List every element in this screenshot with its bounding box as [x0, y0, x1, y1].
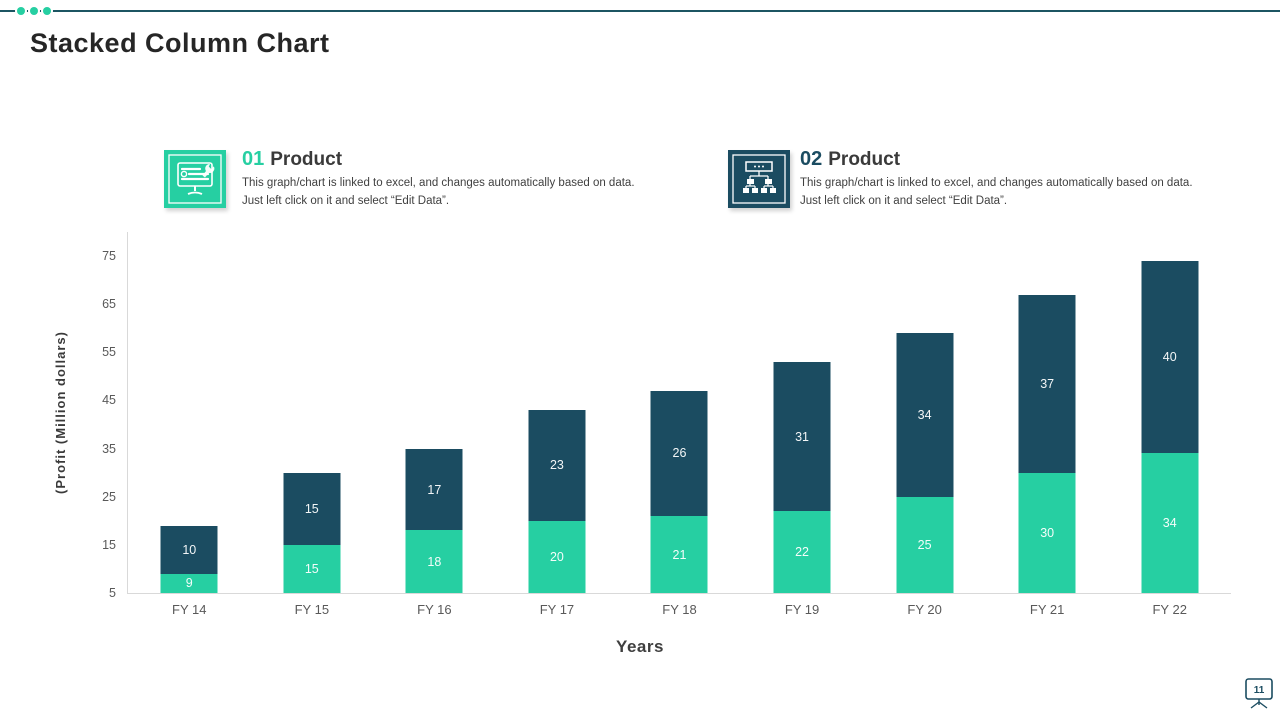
bar-value-label: 34	[917, 407, 932, 422]
bar-segment-2[interactable]: 15	[283, 472, 341, 545]
bar-segment-1[interactable]: 18	[405, 530, 463, 593]
stacked-column-chart[interactable]: 9 10 FY 14 15 15 FY 15 18 17 FY 16 20 23 FY 17 21 26 F…	[127, 232, 1231, 617]
dot-icon	[17, 7, 25, 15]
bar-column-fy-15: 15 15 FY 15	[251, 232, 374, 617]
x-tick-label: FY 20	[907, 602, 942, 617]
bar-segment-2[interactable]: 37	[1018, 294, 1076, 473]
bar-segment-2[interactable]: 17	[405, 448, 463, 531]
page-number: 11	[1254, 685, 1265, 696]
x-tick-label: FY 16	[417, 602, 452, 617]
bar-value-label: 15	[304, 561, 319, 576]
bar-segment-1[interactable]: 30	[1018, 472, 1076, 593]
legend-label: Product	[270, 149, 343, 170]
org-chart-icon	[728, 150, 790, 208]
x-tick-label: FY 17	[539, 602, 575, 617]
bar-column-fy-18: 21 26 FY 18	[618, 232, 741, 617]
bar-value-label: 15	[304, 501, 319, 516]
bar-segment-1[interactable]: 15	[283, 544, 341, 593]
legend-number: 01	[242, 148, 265, 170]
bar-segment-1[interactable]: 25	[896, 496, 954, 593]
slide-number-icon: 11	[1245, 678, 1273, 709]
bar-segment-2[interactable]: 31	[773, 361, 831, 512]
bar-column-fy-17: 20 23 FY 17	[496, 232, 619, 617]
legend-description: This graph/chart is linked to excel, and…	[242, 176, 635, 207]
bar-value-label: 23	[549, 458, 564, 473]
bar-column-fy-14: 9 10 FY 14	[128, 232, 251, 617]
bar-segment-2[interactable]: 26	[650, 390, 708, 516]
x-tick-label: FY 14	[172, 602, 207, 617]
page-title: Stacked Column Chart	[30, 28, 330, 58]
bar-segment-1[interactable]: 34	[1141, 453, 1199, 593]
legend-description: This graph/chart is linked to excel, and…	[800, 176, 1193, 207]
y-tick-label: 45	[102, 393, 116, 408]
dot-icon	[30, 7, 38, 15]
bar-value-label: 25	[917, 537, 932, 552]
x-tick-label: FY 21	[1029, 602, 1065, 617]
x-tick-label: FY 15	[294, 602, 330, 617]
bar-column-fy-16: 18 17 FY 16	[373, 232, 496, 617]
top-divider-line	[0, 10, 1280, 12]
legend-product-01: 01 Product This graph/chart is linked to …	[242, 148, 640, 211]
x-axis-title: Years	[616, 637, 664, 656]
y-tick-label: 65	[102, 297, 116, 312]
y-tick-label: 75	[102, 249, 116, 264]
bar-segment-1[interactable]: 20	[528, 520, 586, 593]
bar-segment-2[interactable]: 23	[528, 410, 586, 521]
bar-value-label: 34	[1162, 516, 1177, 531]
bar-value-label: 30	[1040, 525, 1055, 540]
x-tick-label: FY 18	[662, 602, 697, 617]
y-tick-label: 35	[102, 441, 116, 456]
y-axis-ticks: 5 15 25 35 45 55 65 75	[70, 232, 116, 600]
bar-column-fy-19: 22 31 FY 19	[741, 232, 864, 617]
bar-segment-2[interactable]: 10	[160, 525, 218, 574]
x-tick-label: FY 22	[1152, 602, 1187, 617]
monitor-wrench-icon	[164, 150, 226, 208]
bar-value-label: 26	[672, 446, 687, 461]
legend-label: Product	[828, 149, 901, 170]
bar-value-label: 18	[427, 554, 442, 569]
bar-value-label: 10	[182, 542, 197, 557]
legend-number: 02	[800, 148, 823, 170]
bar-column-fy-20: 25 34 FY 20	[863, 232, 986, 617]
bar-value-label: 17	[427, 482, 442, 497]
bar-value-label: 9	[185, 576, 193, 591]
y-tick-label: 5	[109, 586, 116, 600]
bar-segment-2[interactable]: 34	[896, 333, 954, 497]
x-tick-label: FY 19	[784, 602, 820, 617]
y-tick-label: 15	[102, 537, 116, 552]
bar-value-label: 20	[549, 549, 564, 564]
bar-value-label: 22	[795, 545, 809, 560]
bar-segment-2[interactable]: 40	[1141, 260, 1199, 454]
bar-segment-1[interactable]: 9	[160, 573, 218, 593]
legend-product-02: 02 Product This graph/chart is linked to …	[800, 148, 1198, 211]
bar-column-fy-21: 30 37 FY 21	[986, 232, 1109, 617]
y-tick-label: 55	[102, 345, 116, 360]
bar-value-label: 37	[1040, 376, 1055, 391]
bar-value-label: 21	[672, 547, 687, 562]
bar-column-fy-22: 34 40 FY 22	[1108, 232, 1231, 617]
bar-value-label: 31	[795, 429, 809, 444]
dot-icon	[43, 7, 51, 15]
bar-segment-1[interactable]: 21	[650, 516, 708, 593]
bar-segment-1[interactable]: 22	[773, 511, 831, 593]
y-tick-label: 25	[102, 489, 116, 504]
bar-value-label: 40	[1162, 350, 1177, 365]
